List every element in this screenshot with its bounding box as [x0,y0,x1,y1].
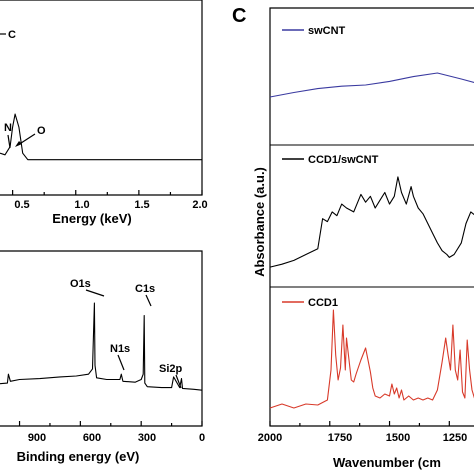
ftir-xtick-3: 1250 [443,432,467,444]
ftir-ylabel: Absorbance (a.u.) [252,167,267,277]
eds-xtick-2: 1.5 [134,199,149,211]
xps-o1s-arrow [85,289,105,297]
eds-xtick-1: 1.0 [74,199,89,211]
eds-annot-n: N [4,122,12,134]
eds-xlabel: Energy (keV) [52,211,131,226]
xps-annot-c1s: C1s [135,283,155,295]
eds-xtick-3: 2.0 [192,199,207,211]
xps-frame [0,250,203,427]
eds-n-arrow [7,134,11,149]
xps-annot-si2p: Si2p [159,363,183,375]
legend-swcnt-label: swCNT [308,25,346,37]
ftir-xtick-2: 1500 [386,432,410,444]
legend-ccd1-swcnt-label: CCD1/swCNT [308,154,379,166]
xps-ticks [18,421,203,426]
xps-series-line [0,302,203,391]
eds-frame [0,0,203,196]
ftir-frame [269,7,474,427]
xps-xtick-0: 0 [199,432,205,444]
xps-n1s-arrow [117,354,125,371]
xps-xlabel: Binding energy (eV) [17,449,140,464]
xps-panel: 0 300 600 900 Binding energy (eV) O1s C1… [0,250,205,464]
xps-si2p-arrow [175,374,182,389]
ftir-xlabel: Wavenumber (cm [333,455,441,470]
ftir-panel: C swCNT CCD1/swCNT CCD1 Absorbance (a.u.… [232,5,474,470]
xps-xtick-3: 900 [28,432,46,444]
eds-annot-c: C [8,29,16,41]
eds-panel: 0.5 1.0 1.5 2.0 Energy (keV) C N O [0,0,208,226]
ftir-ticks [269,421,450,426]
panel-label-c: C [232,5,246,27]
xps-xtick-2: 600 [83,432,101,444]
ftir-xtick-0: 2000 [258,432,282,444]
eds-series-line [0,113,202,161]
xps-c1s-arrow [145,294,152,307]
eds-ticks [12,190,203,195]
ftir-xtick-1: 1750 [328,432,352,444]
ftir-series-swcnt-line [269,72,474,98]
ftir-series-ccd1-line [269,309,474,409]
eds-o-arrowhead [15,141,22,147]
xps-annot-o1s: O1s [70,278,91,290]
xps-annot-n1s: N1s [110,343,130,355]
eds-xtick-0: 0.5 [14,199,29,211]
eds-annot-o: O [37,125,46,137]
xps-xtick-1: 300 [138,432,156,444]
legend-ccd1-label: CCD1 [308,297,338,309]
ftir-series-ccd1-swcnt-line [269,176,474,268]
